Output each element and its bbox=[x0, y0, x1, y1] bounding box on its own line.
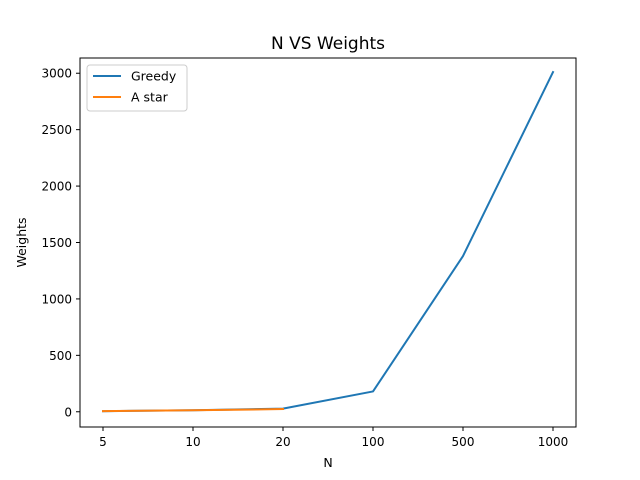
y-tick-label: 3000 bbox=[41, 67, 72, 81]
series-layer bbox=[101, 70, 555, 413]
x-tick-label: 5 bbox=[99, 435, 107, 449]
x-axis: 5 10 20 100 500 1000 bbox=[99, 427, 568, 449]
y-tick-label: 2500 bbox=[41, 123, 72, 137]
x-tick-label: 1000 bbox=[538, 435, 569, 449]
plot-frame bbox=[79, 57, 577, 428]
chart-title: N VS Weights bbox=[271, 34, 385, 54]
y-tick-label: 1000 bbox=[41, 292, 72, 306]
x-tick-label: 500 bbox=[452, 435, 475, 449]
y-axis: 0 500 1000 1500 2000 2500 3000 bbox=[41, 67, 80, 419]
y-axis-label: Weights bbox=[14, 217, 29, 267]
series-line-a-star bbox=[101, 408, 285, 413]
legend: Greedy A star bbox=[86, 64, 188, 112]
legend-label-a-star: A star bbox=[131, 90, 169, 105]
y-tick-label: 1500 bbox=[41, 236, 72, 250]
legend-label-greedy: Greedy bbox=[131, 69, 177, 84]
x-tick-label: 20 bbox=[275, 435, 290, 449]
x-tick-label: 100 bbox=[362, 435, 385, 449]
y-tick-label: 0 bbox=[64, 405, 72, 419]
x-axis-label: N bbox=[323, 455, 332, 470]
series-line-greedy bbox=[101, 70, 555, 413]
y-tick-label: 2000 bbox=[41, 180, 72, 194]
x-tick-label: 10 bbox=[185, 435, 200, 449]
y-tick-label: 500 bbox=[49, 349, 72, 363]
